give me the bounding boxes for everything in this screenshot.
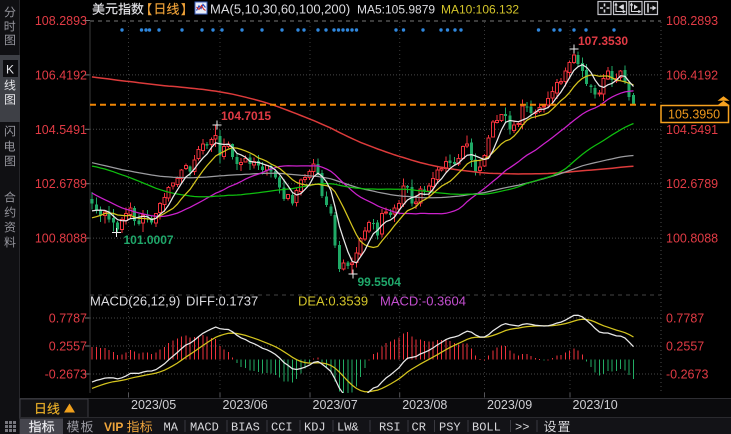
svg-text:2023/09: 2023/09 [487,398,532,412]
svg-text:-0.2673: -0.2673 [666,368,708,382]
svg-text:104.7015: 104.7015 [221,109,271,123]
svg-text:99.5504: 99.5504 [358,275,402,289]
svg-text:K: K [6,63,14,77]
svg-text:0.2557: 0.2557 [666,340,704,354]
svg-text:MA10:106.132: MA10:106.132 [441,2,519,16]
svg-text:PSY: PSY [439,421,461,434]
svg-text:MACD:-0.3604: MACD:-0.3604 [380,294,466,309]
svg-text:106.4192: 106.4192 [35,68,87,82]
svg-text:104.5491: 104.5491 [666,123,718,137]
svg-text:107.3530: 107.3530 [578,34,628,48]
svg-text:2023/07: 2023/07 [313,398,358,412]
svg-text:104.5491: 104.5491 [35,123,87,137]
svg-text:101.0007: 101.0007 [124,233,174,247]
svg-text:LW&: LW& [337,421,359,434]
svg-text:RSI: RSI [379,421,401,434]
svg-text:-0.2673: -0.2673 [45,368,87,382]
svg-text:102.6789: 102.6789 [35,177,87,191]
svg-text:0.7787: 0.7787 [666,312,704,326]
svg-text:BIAS: BIAS [231,421,260,434]
svg-text:108.2893: 108.2893 [666,14,718,28]
svg-text:VIP: VIP [104,420,123,434]
svg-text:DEA:0.3539: DEA:0.3539 [298,294,368,309]
svg-text:KDJ: KDJ [304,421,326,434]
svg-text:0.7787: 0.7787 [49,312,87,326]
svg-text:CCI: CCI [271,421,293,434]
svg-text:CR: CR [412,421,426,434]
svg-text:DIFF:0.1737: DIFF:0.1737 [186,294,258,309]
svg-text:0.2557: 0.2557 [49,340,87,354]
svg-text:2023/08: 2023/08 [402,398,447,412]
svg-text:2023/10: 2023/10 [573,398,618,412]
svg-text:MA: MA [164,421,179,434]
svg-text:2023/05: 2023/05 [131,398,176,412]
svg-text:100.8088: 100.8088 [666,232,718,246]
svg-text:105.3950: 105.3950 [668,107,720,121]
svg-text:106.4192: 106.4192 [666,68,718,82]
svg-text:MACD: MACD [190,421,219,434]
svg-text:MA(5,10,30,60,100,200): MA(5,10,30,60,100,200) [210,1,350,16]
svg-text:MACD(26,12,9): MACD(26,12,9) [90,294,180,309]
svg-text:108.2893: 108.2893 [35,14,87,28]
svg-text:MA5:105.9879: MA5:105.9879 [357,2,435,16]
svg-text:2023/06: 2023/06 [223,398,268,412]
svg-text:102.6789: 102.6789 [666,177,718,191]
svg-text:100.8088: 100.8088 [35,232,87,246]
svg-text:>>: >> [515,421,529,434]
svg-text:BOLL: BOLL [472,421,501,434]
